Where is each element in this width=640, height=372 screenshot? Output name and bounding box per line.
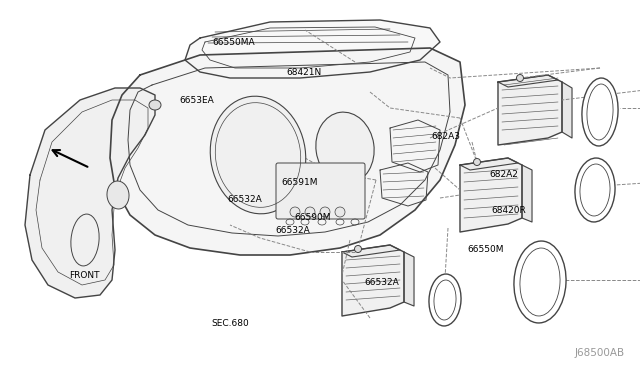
Polygon shape (185, 20, 440, 78)
Text: 66532A: 66532A (365, 278, 399, 287)
Polygon shape (562, 82, 572, 138)
Ellipse shape (514, 241, 566, 323)
Ellipse shape (211, 96, 306, 214)
Text: 66550MA: 66550MA (212, 38, 255, 46)
Text: J68500AB: J68500AB (575, 348, 625, 358)
Polygon shape (110, 48, 465, 255)
Ellipse shape (474, 158, 481, 166)
Ellipse shape (580, 164, 610, 216)
Text: 6653EA: 6653EA (179, 96, 214, 105)
Text: 682A3: 682A3 (431, 132, 460, 141)
Ellipse shape (355, 246, 362, 253)
Text: 66590M: 66590M (294, 213, 331, 222)
FancyBboxPatch shape (276, 163, 365, 219)
Polygon shape (498, 75, 562, 145)
Text: 68420R: 68420R (492, 206, 526, 215)
Ellipse shape (516, 74, 524, 81)
Polygon shape (25, 88, 155, 298)
Text: FRONT: FRONT (69, 271, 100, 280)
Text: SEC.680: SEC.680 (211, 319, 249, 328)
Polygon shape (342, 245, 404, 316)
Text: 66532A: 66532A (227, 195, 262, 203)
Ellipse shape (434, 280, 456, 320)
Text: 68421N: 68421N (287, 68, 322, 77)
Polygon shape (460, 158, 522, 232)
Text: 66591M: 66591M (282, 178, 318, 187)
Polygon shape (342, 245, 400, 257)
Ellipse shape (305, 207, 315, 217)
Ellipse shape (575, 158, 615, 222)
Polygon shape (498, 75, 558, 87)
Ellipse shape (290, 207, 300, 217)
Polygon shape (404, 252, 414, 306)
Polygon shape (522, 165, 532, 222)
Ellipse shape (107, 181, 129, 209)
Ellipse shape (335, 207, 345, 217)
Ellipse shape (582, 78, 618, 146)
Ellipse shape (587, 84, 613, 140)
Text: 66532A: 66532A (275, 226, 310, 235)
Ellipse shape (320, 207, 330, 217)
Text: 66550M: 66550M (467, 245, 504, 254)
Polygon shape (460, 158, 518, 170)
Ellipse shape (316, 112, 374, 184)
Text: 682A2: 682A2 (489, 170, 518, 179)
Ellipse shape (429, 274, 461, 326)
Ellipse shape (520, 248, 560, 316)
Ellipse shape (149, 100, 161, 110)
